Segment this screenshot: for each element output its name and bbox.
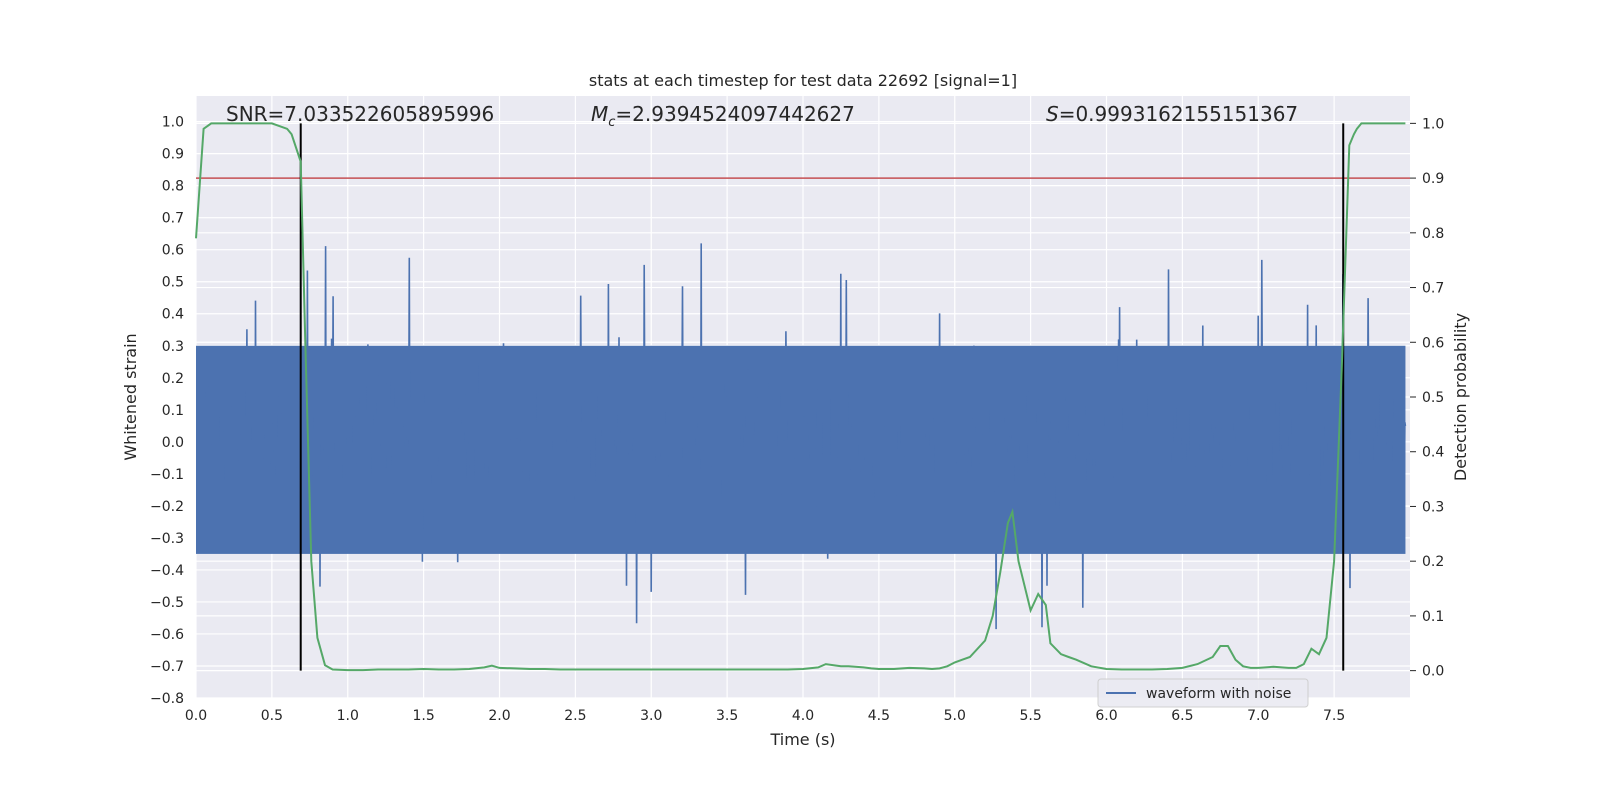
y-tick-label-left: −0.5 [150, 595, 184, 611]
x-tick-label: 2.5 [564, 708, 586, 724]
y-tick-label-right: 0.2 [1422, 554, 1444, 570]
y-tick-label-left: 0.7 [162, 211, 184, 227]
legend-box [1097, 678, 1309, 708]
y-tick-label-right: 0.5 [1422, 390, 1444, 406]
y-tick-label-left: −0.7 [150, 659, 184, 675]
x-tick-label: 1.5 [412, 708, 434, 724]
x-tick-label: 7.0 [1247, 708, 1269, 724]
waveform-line [196, 243, 1407, 630]
vertical-markers [299, 123, 1345, 671]
x-tick-label: 4.5 [868, 708, 890, 724]
waveform-series [196, 243, 1407, 630]
left-y-tick-labels: 1.0 0.9 0.8 0.7 0.6 0.5 0.4 0.3 0.2 0.1 0.0 −0.1 −0.… [150, 115, 184, 707]
y-tick-label-right: 0.7 [1422, 281, 1444, 297]
legend: waveform with noise [1097, 678, 1309, 708]
x-tick-label: 7.5 [1323, 708, 1345, 724]
y-tick-label-left: −0.3 [150, 531, 184, 547]
y-axis-label-left: Whitened strain [121, 333, 140, 460]
y-tick-label-left: 0.8 [162, 179, 184, 195]
y-axis-label-right: Detection probability [1451, 313, 1470, 481]
y-tick-label-right: 0.9 [1422, 171, 1444, 187]
x-tick-label: 2.0 [488, 708, 510, 724]
y-tick-label-right: 0.0 [1422, 664, 1444, 680]
snr-annotation: SNR=7.033522605895996 [226, 102, 494, 126]
y-tick-label-right: 0.1 [1422, 609, 1444, 625]
x-tick-labels: 0.0 0.5 1.0 1.5 2.0 2.5 3.0 3.5 4.0 4.5 5.0 5.5 6.0 6… [185, 708, 1345, 724]
x-tick-label: 0.5 [261, 708, 283, 724]
legend-label: waveform with noise [1146, 686, 1291, 702]
y-tick-label-left: 1.0 [162, 115, 184, 131]
y-tick-label-left: −0.8 [150, 691, 184, 707]
y-tick-label-left: 0.3 [162, 339, 184, 355]
chirp-mass-symbol: M [591, 102, 608, 126]
y-tick-label-right: 0.4 [1422, 445, 1444, 461]
y-tick-label-left: 0.4 [162, 307, 184, 323]
y-tick-label-left: 0.1 [162, 403, 184, 419]
y-tick-label-left: −0.2 [150, 499, 184, 515]
x-tick-label: 5.5 [1019, 708, 1041, 724]
y-tick-label-right: 1.0 [1422, 116, 1444, 132]
x-tick-label: 1.0 [337, 708, 359, 724]
x-axis-label: Time (s) [769, 730, 835, 749]
y-tick-label-left: −0.6 [150, 627, 184, 643]
y-tick-label-left: 0.6 [162, 243, 184, 259]
x-tick-label: 4.0 [792, 708, 814, 724]
right-y-tick-labels: 1.0 0.9 0.8 0.7 0.6 0.5 0.4 0.3 0.2 0.1 0.0 [1410, 116, 1444, 680]
y-tick-label-right: 0.8 [1422, 226, 1444, 242]
score-value: =0.9993162155151367 [1059, 102, 1298, 126]
score-annotation: S=0.9993162155151367 [1046, 102, 1298, 126]
x-tick-label: 6.0 [1095, 708, 1117, 724]
x-tick-label: 5.0 [944, 708, 966, 724]
chart-title: stats at each timestep for test data 226… [589, 71, 1017, 90]
chirp-mass-annotation: Mc=2.9394524097442627 [591, 102, 855, 130]
chirp-mass-subscript: c [608, 115, 615, 130]
y-tick-label-left: 0.2 [162, 371, 184, 387]
x-tick-label: 6.5 [1171, 708, 1193, 724]
chirp-mass-value: =2.9394524097442627 [615, 102, 854, 126]
y-tick-label-left: −0.1 [150, 467, 184, 483]
y-tick-label-right: 0.3 [1422, 499, 1444, 515]
detection-probability-line [195, 122, 1406, 672]
y-tick-label-left: 0.9 [162, 147, 184, 163]
y-tick-label-left: 0.0 [162, 435, 184, 451]
y-tick-label-left: 0.5 [162, 275, 184, 291]
x-tick-label: 3.5 [716, 708, 738, 724]
score-symbol: S [1046, 102, 1059, 126]
y-tick-label-left: −0.4 [150, 563, 184, 579]
x-tick-label: 3.0 [640, 708, 662, 724]
y-tick-label-right: 0.6 [1422, 335, 1444, 351]
x-tick-label: 0.0 [185, 708, 207, 724]
